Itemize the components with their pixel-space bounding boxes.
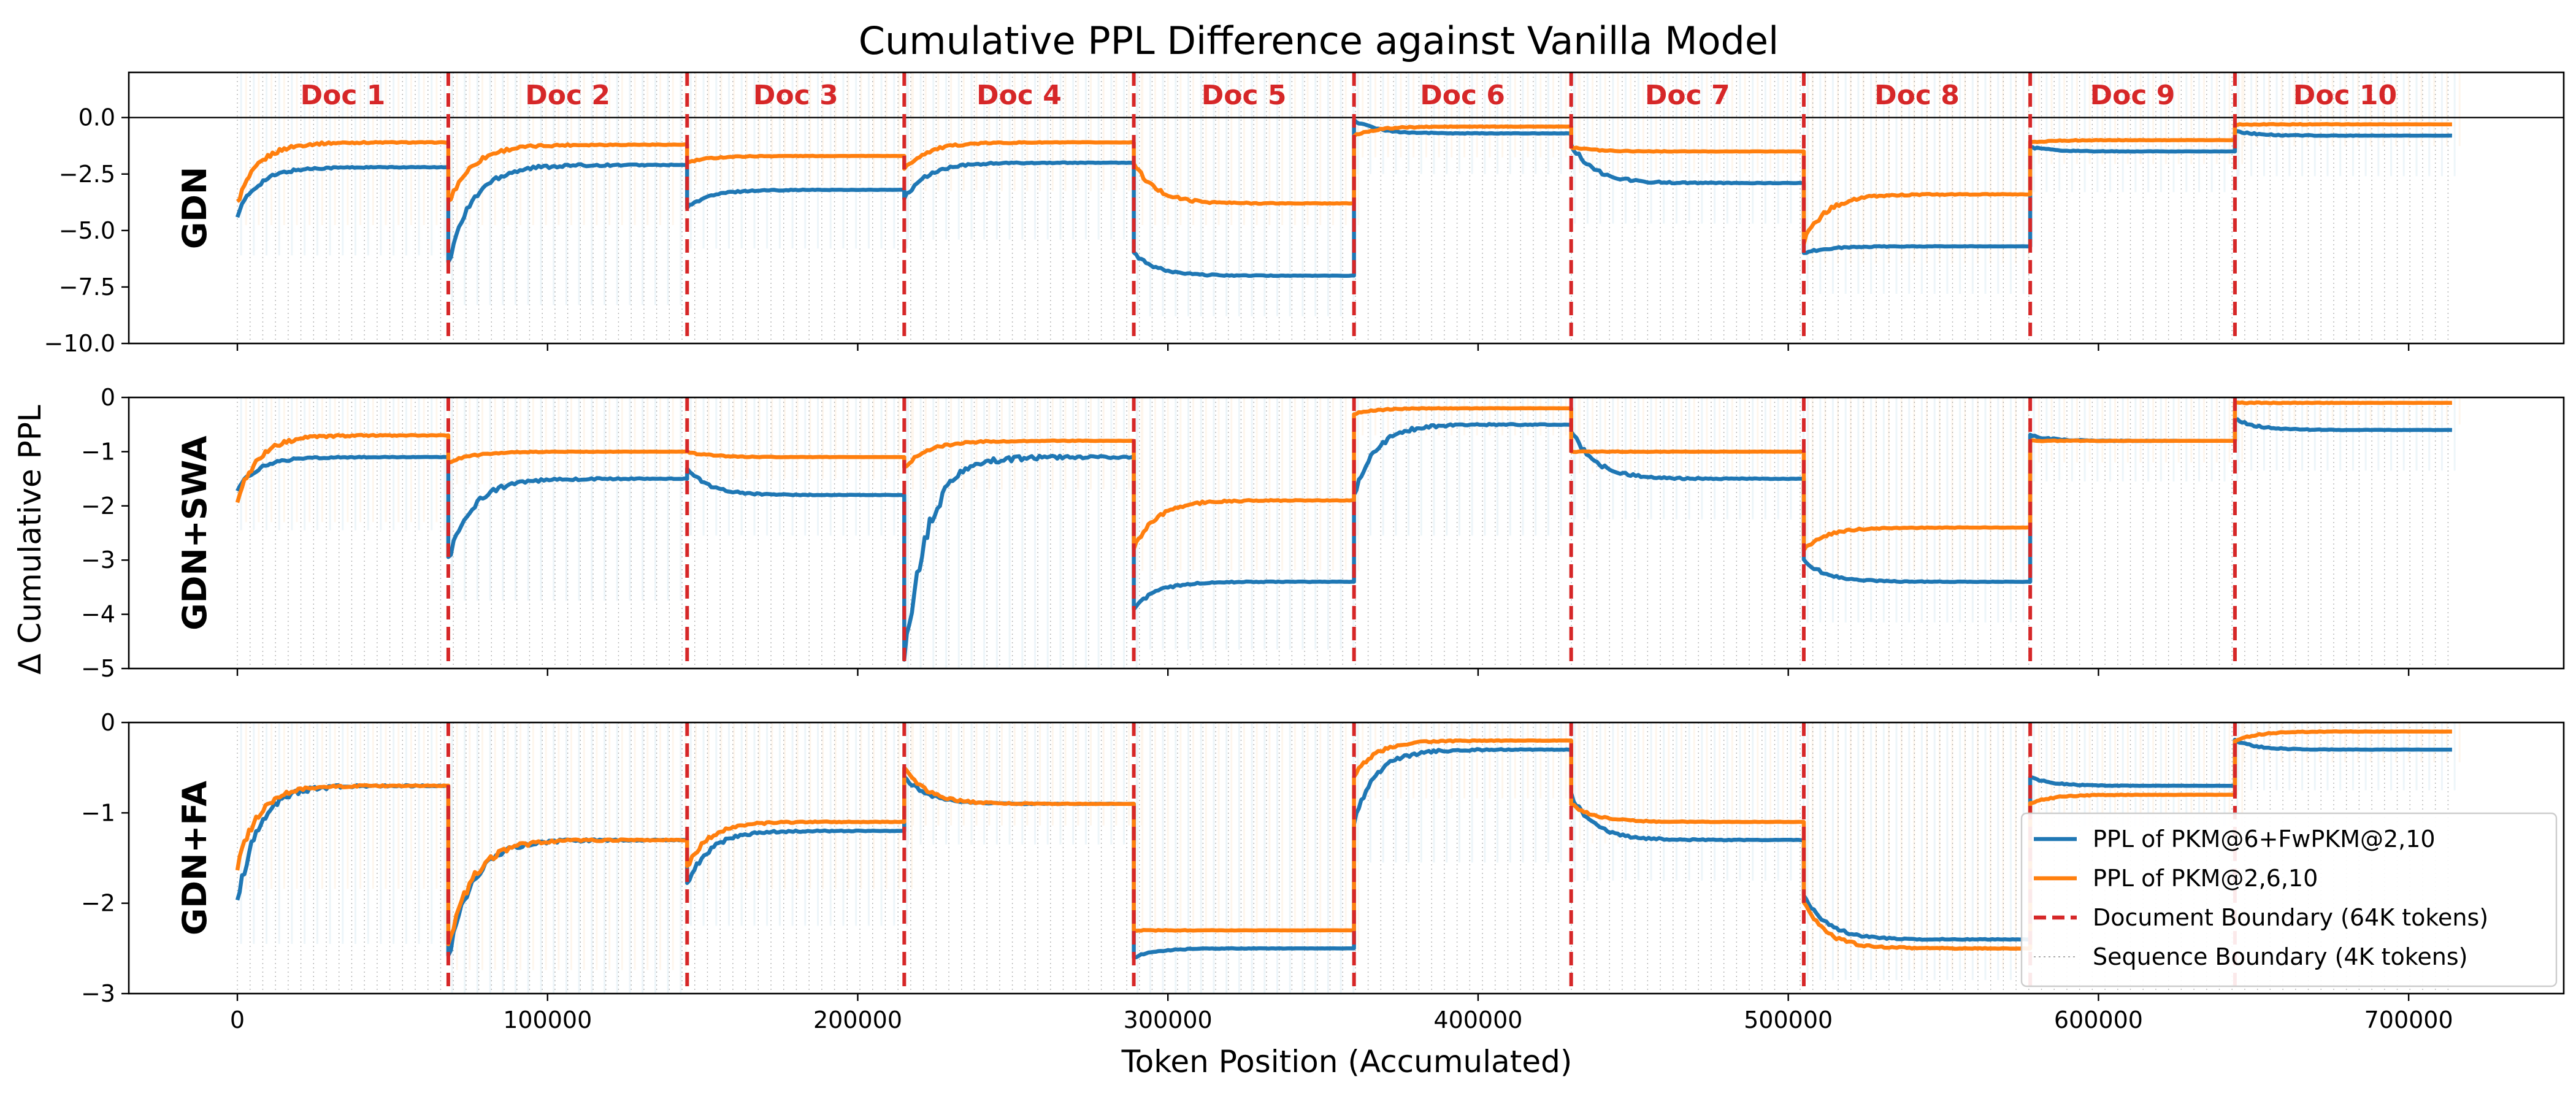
y-tick-label: −7.5 [59, 274, 115, 301]
panel-frame [128, 396, 2565, 670]
plot-area [235, 723, 2461, 994]
doc-label: Doc 5 [1202, 80, 1287, 111]
legend: PPL of PKM@6+FwPKM@2,10 PPL of PKM@2,6,10… [2020, 812, 2558, 987]
series-line-pkm [236, 121, 2452, 247]
series-line-pkm [235, 400, 2452, 553]
y-tick-label: −1 [81, 799, 115, 826]
row-label: GDN [175, 167, 214, 249]
series-line-fwpkm [236, 417, 2452, 662]
y-tick-label: −2 [81, 493, 115, 519]
doc-label: Doc 10 [2293, 80, 2397, 111]
x-tick-label: 400000 [1433, 1006, 1522, 1033]
y-tick-label: 0 [101, 384, 115, 411]
doc-label: Doc 2 [525, 80, 610, 111]
y-tick-label: −5.0 [59, 217, 115, 244]
panel-frame [128, 721, 2565, 995]
y-tick-label: −2 [81, 890, 115, 917]
doc-label: Doc 9 [2090, 80, 2175, 111]
x-tick-label: 100000 [503, 1006, 592, 1033]
chart-title: Cumulative PPL Difference against Vanill… [859, 18, 1779, 63]
doc-label: Doc 6 [1420, 80, 1505, 111]
panel-3: 0 −1 −2 −3 0 100000 200000 300000 400000 500000 60… [81, 709, 2565, 1033]
row-label: GDN+FA [175, 781, 214, 935]
noise-band-group [240, 397, 2461, 669]
y-tick-label: −1 [81, 438, 115, 465]
y-tick-label: 0.0 [79, 104, 115, 131]
plot-area [235, 397, 2461, 669]
x-tick-label: 600000 [2054, 1006, 2143, 1033]
y-tick-label: −4 [81, 601, 115, 628]
doc-label: Doc 1 [301, 80, 386, 111]
doc-label: Doc 8 [1874, 80, 1960, 111]
panel-2: 0 −1 −2 −3 −4 −5 GDN+SWA [81, 384, 2565, 682]
x-axis-label: Token Position (Accumulated) [1121, 1044, 1573, 1079]
y-tick-label: −5 [81, 655, 115, 682]
y-tick-label: −2.5 [59, 161, 115, 188]
doc-label: Doc 4 [976, 80, 1062, 111]
x-tick-label: 700000 [2364, 1006, 2453, 1033]
y-axis-label: Δ Cumulative PPL [12, 405, 48, 675]
legend-label: PPL of PKM@2,6,10 [2093, 865, 2318, 892]
sequence-boundaries [237, 72, 2449, 343]
x-tick-label: 500000 [1744, 1006, 1833, 1033]
doc-label: Doc 7 [1645, 80, 1730, 111]
legend-label: PPL of PKM@6+FwPKM@2,10 [2093, 826, 2436, 853]
y-tick-label: −10.0 [44, 330, 115, 357]
plot-area [129, 72, 2564, 343]
x-tick-label: 0 [230, 1006, 245, 1033]
sequence-boundaries [237, 397, 2449, 669]
y-tick-label: −3 [81, 546, 115, 573]
panel-1: 0.0 −2.5 −5.0 −7.5 −10.0 GDN Doc 1 Doc 2 Doc 3 Do… [44, 71, 2565, 357]
x-tick-label: 300000 [1124, 1006, 1213, 1033]
legend-box [2020, 812, 2558, 987]
y-tick-label: 0 [101, 709, 115, 736]
panels: 0.0 −2.5 −5.0 −7.5 −10.0 GDN Doc 1 Doc 2 Doc 3 Do… [44, 71, 2565, 1033]
x-tick-label: 200000 [813, 1006, 902, 1033]
y-tick-label: −3 [81, 980, 115, 1007]
legend-label: Sequence Boundary (4K tokens) [2093, 943, 2468, 970]
legend-label: Document Boundary (64K tokens) [2093, 904, 2488, 931]
panel-frame [128, 71, 2565, 345]
row-label: GDN+SWA [175, 435, 214, 631]
doc-label: Doc 3 [753, 80, 838, 111]
